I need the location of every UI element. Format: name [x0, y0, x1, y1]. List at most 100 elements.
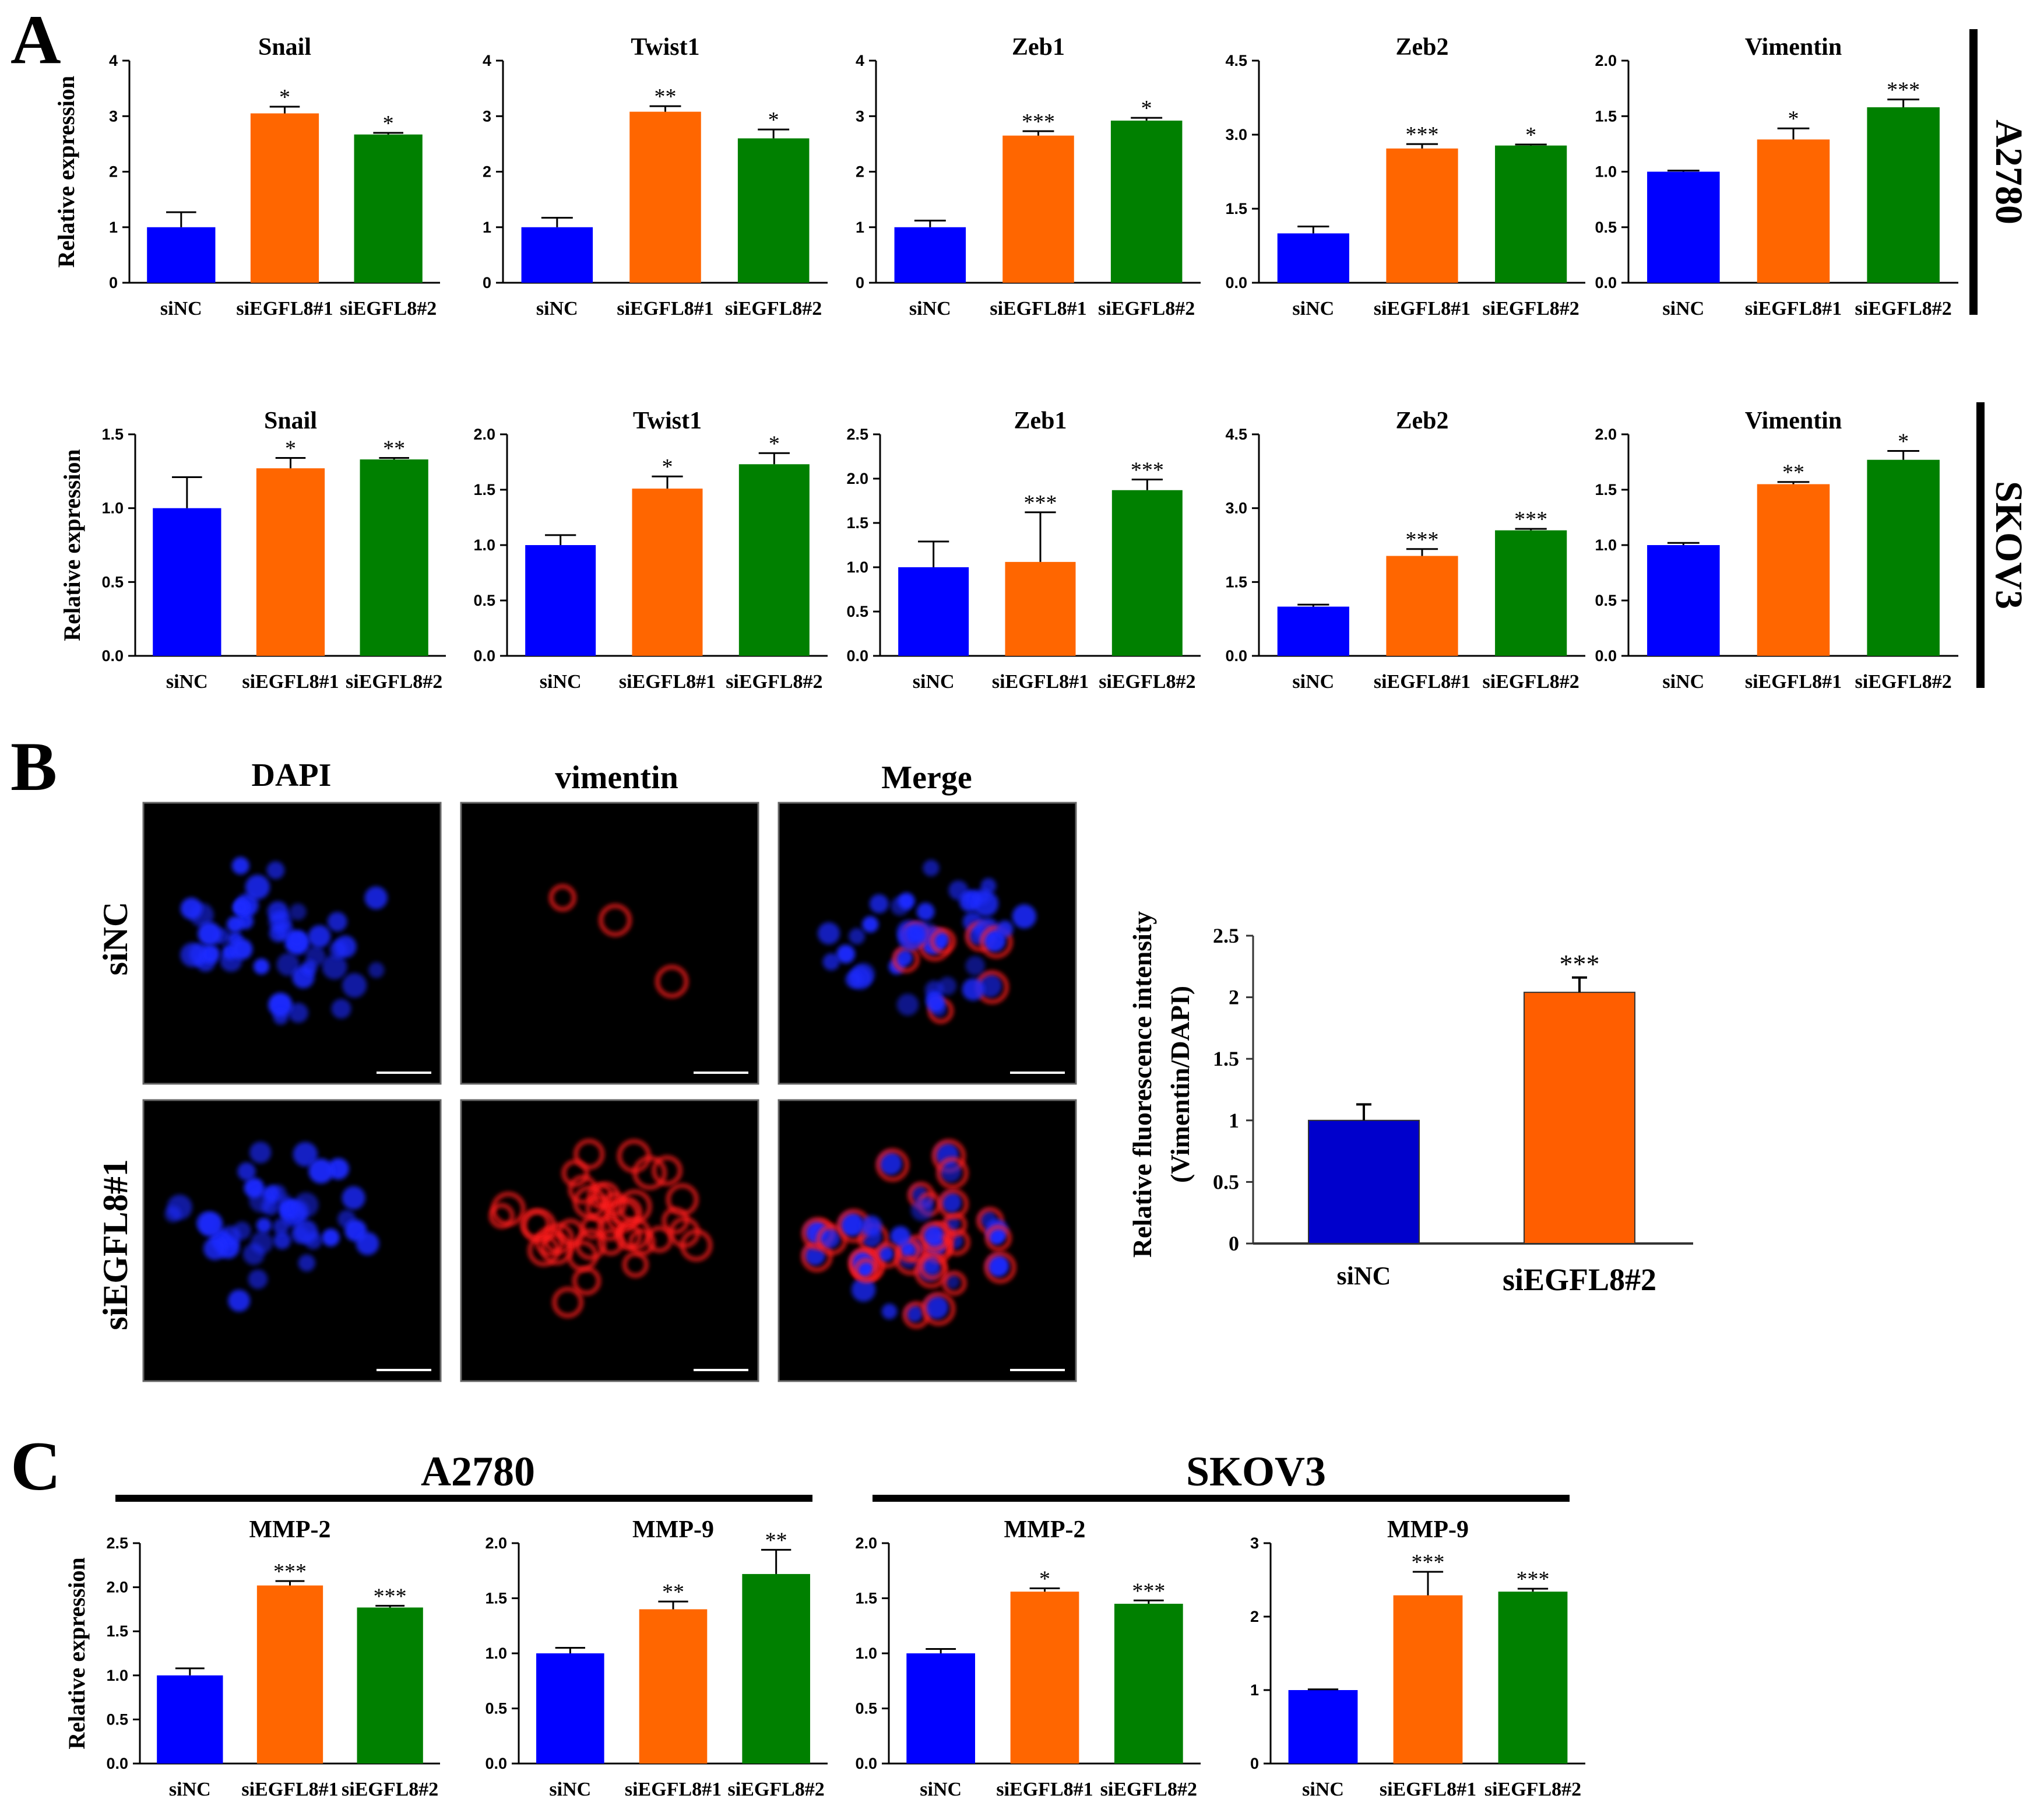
- bar-siEGFL8#1: [1002, 135, 1074, 283]
- nucleus: [996, 920, 1014, 937]
- nucleus: [245, 874, 270, 900]
- chart-a3: 0 1 2 3 4 siNC *** siEGFL8#1 * siEGFL8#2 Zeb1: [856, 34, 1201, 319]
- x-tick-label: siNC: [1302, 1779, 1344, 1800]
- chart-b1: 0 0.5 1 1.5 2 2.5 *** siNC siEGFL8#2 Relative flu…: [1127, 911, 1693, 1297]
- y-tick-label: 1.0: [1595, 536, 1617, 554]
- bar-siNC: [153, 508, 221, 656]
- y-tick-label: 0: [483, 274, 491, 291]
- nucleus: [845, 971, 863, 989]
- vimentin-signal: [876, 1148, 909, 1182]
- chart-title: MMP-9: [632, 1516, 714, 1543]
- image-si1-dapi: [142, 1099, 442, 1382]
- x-tick-label: siEGFL8#2: [1855, 671, 1952, 693]
- nucleus: [894, 948, 913, 967]
- y-tick-label: 0: [1229, 1232, 1239, 1255]
- y-axis-label: Relative expression: [64, 1557, 90, 1749]
- nucleus: [251, 1231, 273, 1254]
- chart-title: MMP-2: [1004, 1516, 1086, 1543]
- nucleus: [849, 928, 866, 945]
- y-tick-label: 1.5: [1225, 200, 1247, 217]
- column-title-merge: Merge: [881, 760, 972, 796]
- nucleus: [878, 1151, 903, 1176]
- nucleus: [331, 999, 351, 1019]
- nucleus: [278, 1195, 294, 1210]
- scale-bar: [1010, 1072, 1065, 1074]
- y-tick-label: 1.5: [846, 514, 868, 532]
- x-tick-label: siEGFL8#2: [1503, 1262, 1656, 1297]
- y-tick-label: 2.0: [106, 1579, 128, 1596]
- bar-siEGFL8#2: [357, 1607, 423, 1764]
- x-tick-label: siEGFL8#2: [1484, 1779, 1581, 1800]
- significance-label: **: [662, 1580, 684, 1604]
- x-tick-label: siNC: [160, 298, 202, 319]
- x-tick-label: siEGFL8#1: [617, 298, 713, 319]
- nucleus: [836, 944, 856, 964]
- group-label-skov3: SKOV3: [1186, 1448, 1326, 1495]
- significance-label: ***: [273, 1559, 307, 1584]
- y-tick-label: 1: [1229, 1109, 1239, 1132]
- x-tick-label: siEGFL8#1: [236, 298, 333, 319]
- y-tick-label: 2.0: [485, 1534, 507, 1552]
- nucleus: [921, 1224, 943, 1245]
- y-tick-label: 0.5: [473, 592, 495, 609]
- nucleus: [237, 1162, 256, 1181]
- group-label-a2780: A2780: [421, 1448, 535, 1495]
- chart-title: Zeb1: [1014, 408, 1067, 434]
- y-tick-label: 2.0: [1595, 426, 1617, 443]
- y-tick-label: 2.0: [855, 1534, 877, 1552]
- significance-label: **: [1782, 461, 1804, 485]
- significance-label: **: [383, 437, 405, 461]
- nucleus: [293, 1141, 318, 1167]
- vimentin-signal: [574, 1139, 604, 1169]
- nucleus: [974, 888, 991, 905]
- vimentin-signal: [985, 1224, 1012, 1252]
- x-tick-label: siEGFL8#2: [725, 298, 822, 319]
- panel-letter-c: C: [10, 1427, 61, 1505]
- chart-title: Zeb1: [1012, 34, 1065, 61]
- chart-a7: 0.0 0.5 1.0 1.5 2.0 siNC * siEGFL8#1 * siEGFL8#2 T…: [473, 408, 828, 693]
- vimentin-signal: [930, 928, 956, 954]
- nucleus: [896, 993, 919, 1016]
- chart-c2: 0.0 0.5 1.0 1.5 2.0 siNC ** siEGFL8#1 ** siEGFL8#…: [485, 1516, 828, 1800]
- nucleus: [940, 1191, 962, 1213]
- nucleus: [248, 1269, 268, 1290]
- chart-a10: 0.0 0.5 1.0 1.5 2.0 siNC ** siEGFL8#1 * siEGFL8#2…: [1595, 408, 1958, 693]
- group-line-skov3: [873, 1495, 1570, 1502]
- y-tick-label: 4: [856, 52, 864, 69]
- significance-label: *: [769, 431, 780, 456]
- chart-c1: 0.0 0.5 1.0 1.5 2.0 2.5 siNC *** siEGFL8#1 *** siE…: [64, 1516, 440, 1800]
- y-tick-label: 4.5: [1225, 52, 1247, 69]
- bar-siEGFL8#2: [354, 134, 423, 283]
- y-tick-label: 0.5: [106, 1710, 128, 1728]
- vimentin-signal: [919, 1252, 947, 1280]
- bar-siEGFL8#2: [1495, 530, 1567, 656]
- nucleus: [817, 922, 840, 945]
- y-tick-label: 2: [1250, 1608, 1259, 1625]
- nucleus: [201, 944, 220, 964]
- x-tick-label: siEGFL8#1: [625, 1779, 722, 1800]
- chart-c4: 0 1 2 3 siNC *** siEGFL8#1 *** siEGFL8#2 MMP-9: [1250, 1516, 1585, 1800]
- image-sinc-vimentin: [460, 802, 759, 1085]
- bar-siEGFL8#2: [1867, 459, 1940, 656]
- y-tick-label: 0.0: [1595, 647, 1617, 665]
- nucleus: [965, 956, 985, 976]
- x-tick-label: siEGFL8#2: [1100, 1779, 1197, 1800]
- panel-letter-a: A: [10, 1, 61, 78]
- bar-siNC: [1647, 545, 1720, 656]
- vimentin-signal: [628, 1228, 656, 1256]
- bar-siNC: [898, 567, 969, 656]
- bar-siNC: [906, 1653, 976, 1764]
- nucleus: [890, 896, 910, 916]
- y-tick-label: 0.5: [101, 573, 124, 591]
- bar-siEGFL8#1: [1393, 1595, 1463, 1764]
- significance-label: ***: [1022, 110, 1055, 134]
- row-label-siegfl8-1: siEGFL8#1: [96, 1159, 135, 1330]
- chart-title: Vimentin: [1745, 408, 1842, 434]
- x-tick-label: siEGFL8#2: [1483, 298, 1579, 319]
- chart-a5: 0.0 0.5 1.0 1.5 2.0 siNC * siEGFL8#1 *** siEGFL8#…: [1595, 34, 1958, 319]
- y-tick-label: 0.0: [485, 1755, 507, 1772]
- vimentin-signal: [937, 1157, 969, 1189]
- bar-siEGFL8#1: [1386, 556, 1458, 656]
- x-tick-label: siEGFL8#1: [619, 671, 716, 693]
- nucleus: [231, 939, 253, 960]
